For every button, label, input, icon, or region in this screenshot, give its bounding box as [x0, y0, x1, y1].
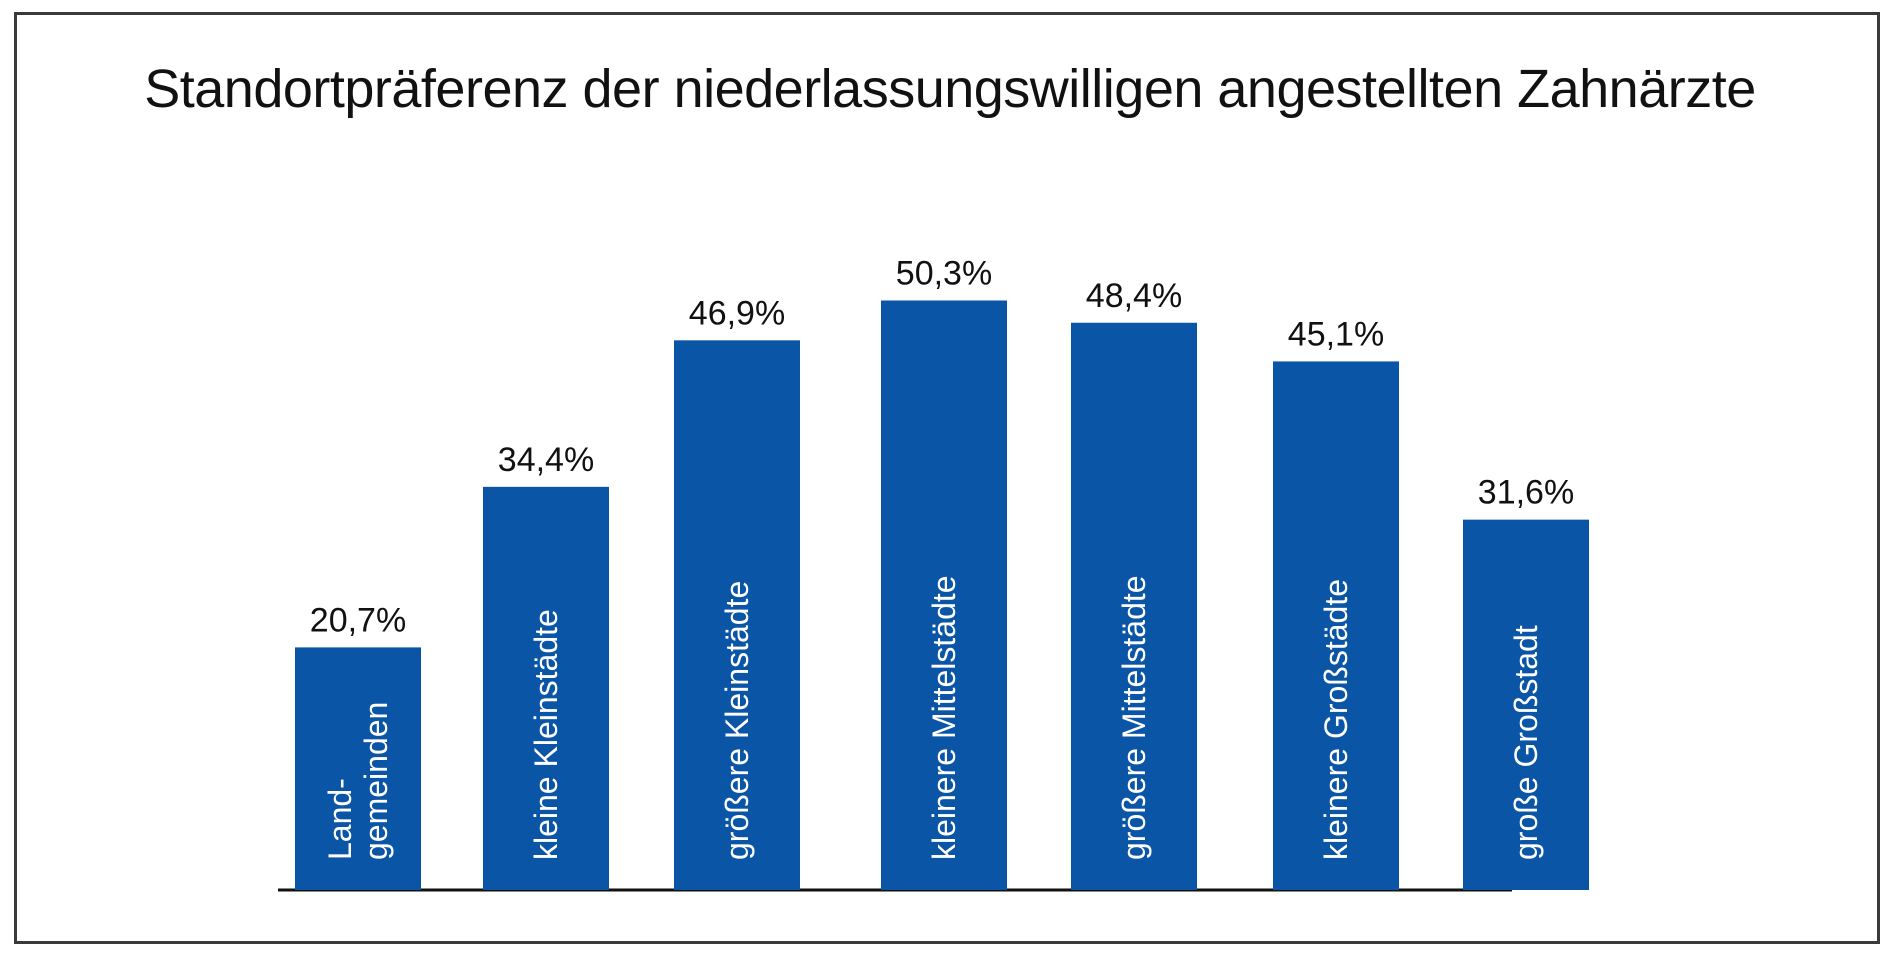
bar-1	[295, 647, 421, 890]
value-label-7: 31,6%	[1478, 474, 1574, 512]
category-label-4: kleinere Mittelstädte	[926, 575, 962, 860]
chart-title: Standortpräferenz der niederlassungswill…	[144, 59, 1756, 119]
category-label-line: kleine Kleinstädte	[528, 609, 564, 860]
value-label-1: 20,7%	[310, 601, 406, 639]
category-label-5: größere Mittelstädte	[1116, 575, 1152, 860]
bar-5	[1071, 322, 1197, 890]
category-label-line: gemeinden	[358, 702, 394, 860]
category-label-line: Land-	[322, 778, 358, 860]
category-label-3: größere Kleinstädte	[719, 581, 755, 860]
bar-6	[1273, 361, 1399, 891]
category-label-line: kleinere Großstädte	[1318, 579, 1354, 860]
category-label-2: kleine Kleinstädte	[528, 609, 564, 860]
value-label-6: 45,1%	[1288, 315, 1384, 353]
value-label-3: 46,9%	[689, 294, 785, 332]
category-label-line: größere Mittelstädte	[1116, 575, 1152, 860]
bar-2	[483, 486, 609, 890]
value-label-2: 34,4%	[498, 441, 594, 479]
bar-4	[881, 300, 1007, 890]
category-label-6: kleinere Großstädte	[1318, 579, 1354, 860]
category-label-7: große Großstadt	[1508, 625, 1544, 860]
bar-7	[1463, 519, 1589, 890]
category-label-1: Land-gemeinden	[322, 702, 394, 860]
category-label-line: große Großstadt	[1508, 625, 1544, 860]
category-label-line: größere Kleinstädte	[719, 581, 755, 860]
value-label-4: 50,3%	[896, 254, 992, 292]
category-label-line: kleinere Mittelstädte	[926, 575, 962, 860]
value-label-5: 48,4%	[1086, 277, 1182, 315]
bar-3	[674, 340, 800, 890]
